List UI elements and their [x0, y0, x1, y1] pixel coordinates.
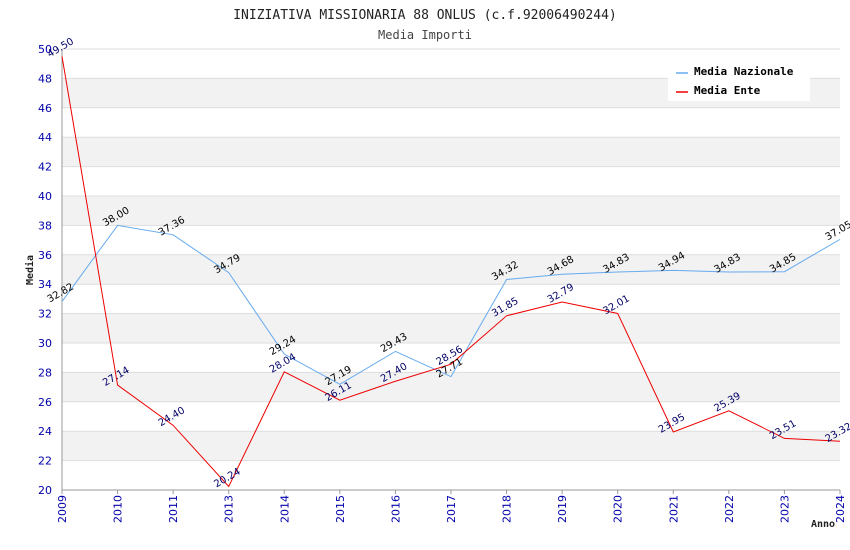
x-tick-label: 2020 — [612, 495, 625, 523]
x-tick-label: 2015 — [334, 495, 347, 523]
y-axis: 20 22 24 26 28 30 32 34 36 38 40 42 44 46 48 50 — [38, 43, 63, 497]
legend-box — [668, 61, 810, 101]
y-tick-label: 40 — [38, 190, 52, 203]
y-tick-label: 44 — [38, 131, 52, 144]
y-tick-label: 50 — [38, 43, 52, 56]
x-tick-label: 2010 — [112, 495, 125, 523]
y-tick-label: 34 — [38, 278, 52, 291]
x-axis-title: Anno — [811, 519, 835, 530]
series-group — [61, 56, 841, 488]
x-tick-label: 2024 — [834, 495, 847, 523]
x-tick-label: 2019 — [556, 495, 569, 523]
y-tick-label: 32 — [38, 308, 52, 321]
data-label-media-ente: 49.50 — [46, 36, 76, 60]
y-tick-label: 20 — [38, 484, 52, 497]
y-tick-label: 28 — [38, 366, 52, 379]
x-tick-label: 2021 — [667, 495, 680, 523]
x-tick-label: 2013 — [223, 495, 236, 523]
y-tick-label: 26 — [38, 396, 52, 409]
y-tick-label: 48 — [38, 72, 52, 85]
y-axis-title: Media — [24, 255, 36, 285]
x-tick-label: 2016 — [389, 495, 402, 523]
plot-background — [62, 48, 840, 491]
grid-band — [62, 254, 840, 285]
y-tick-label: 24 — [38, 425, 52, 438]
y-tick-label: 36 — [38, 249, 52, 262]
grid-band — [62, 431, 840, 461]
x-tick-label: 2014 — [278, 495, 291, 523]
chart-title: INIZIATIVA MISSIONARIA 88 ONLUS (c.f.920… — [233, 8, 617, 23]
x-tick-label: 2023 — [778, 495, 791, 523]
grid-band — [62, 372, 840, 402]
data-label-media-ente: 24.40 — [157, 405, 187, 429]
data-label-media-ente: 20.24 — [212, 466, 242, 490]
grid-band — [62, 313, 840, 343]
y-tick-label: 38 — [38, 219, 52, 232]
chart-subtitle: Media Importi — [378, 28, 472, 42]
y-tick-label: 46 — [38, 102, 52, 115]
series-line-media-ente — [61, 56, 841, 488]
x-tick-label: 2022 — [723, 495, 736, 523]
y-tick-label: 22 — [38, 455, 52, 468]
legend: Media Nazionale Media Ente — [668, 61, 810, 101]
x-tick-label: 2009 — [56, 495, 69, 523]
legend-label-media-ente: Media Ente — [694, 84, 761, 97]
y-tick-label: 42 — [38, 161, 52, 174]
grid-band — [62, 196, 840, 226]
x-tick-label: 2018 — [501, 495, 514, 523]
x-tick-label: 2011 — [167, 495, 180, 523]
y-tick-label: 30 — [38, 337, 52, 350]
series-line-media-nazionale — [61, 224, 841, 385]
x-tick-label: 2017 — [445, 495, 458, 523]
legend-label-media-nazionale: Media Nazionale — [694, 65, 794, 78]
grid-band — [62, 137, 840, 167]
x-axis: 2009 2010 2011 2013 2014 2015 2016 2017 2018 2019… — [56, 489, 847, 523]
